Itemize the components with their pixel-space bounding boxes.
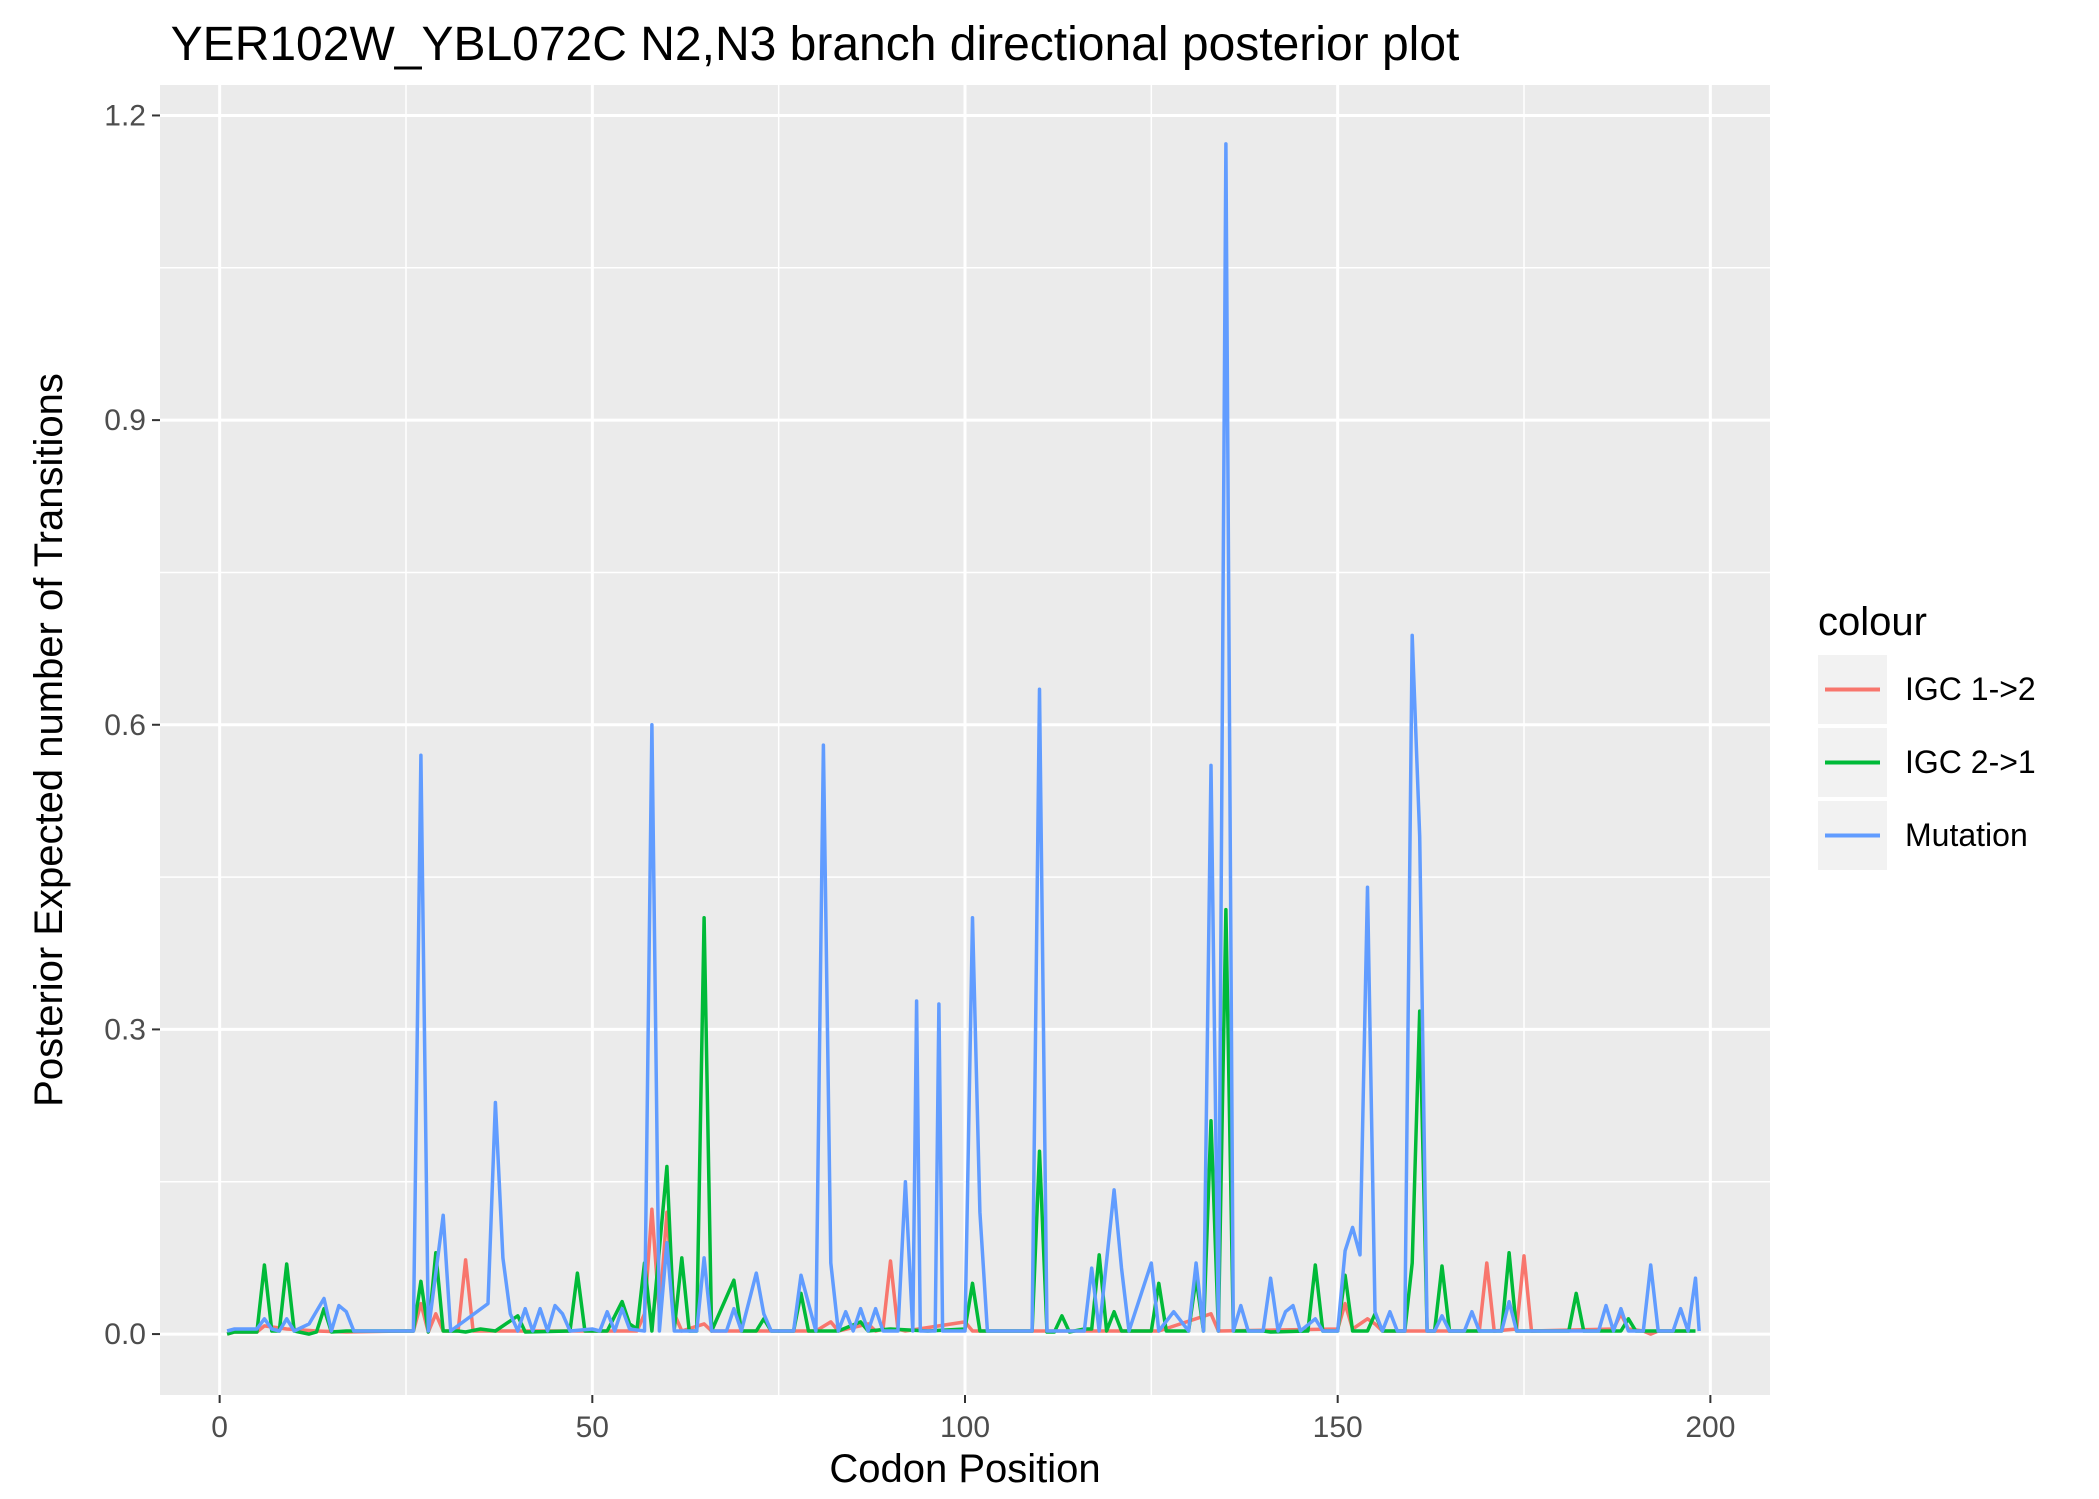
- grid-major: [160, 85, 1770, 1395]
- series-line-igc-2-1: [226, 907, 1696, 1336]
- chart-title: YER102W_YBL072C N2,N3 branch directional…: [171, 18, 1460, 71]
- y-tick-label: 0.3: [104, 1013, 146, 1046]
- x-tick-label: 200: [1685, 1411, 1735, 1444]
- axes: 0 50 100 150 200 0.0 0.3 0.6 0.9 1.2: [104, 99, 1735, 1444]
- series-lines: [226, 142, 1701, 1336]
- y-tick-label: 0.6: [104, 709, 146, 742]
- legend-title: colour: [1818, 600, 1927, 644]
- legend-item: IGC 2->1: [1818, 728, 2036, 797]
- legend-items: IGC 1->2 IGC 2->1 Mutation: [1818, 655, 2036, 870]
- legend-item: Mutation: [1818, 801, 2028, 870]
- y-axis-label: Posterior Expected number of Transitions: [27, 373, 71, 1107]
- legend-label: IGC 1->2: [1905, 671, 2036, 707]
- x-axis-label: Codon Position: [829, 1447, 1100, 1491]
- legend-label: Mutation: [1905, 817, 2028, 853]
- x-axis-ticks: 0 50 100 150 200: [211, 1395, 1735, 1444]
- y-tick-label: 0.0: [104, 1318, 146, 1351]
- y-axis-ticks: 0.0 0.3 0.6 0.9 1.2: [104, 99, 160, 1351]
- y-tick-label: 0.9: [104, 404, 146, 437]
- legend: colour IGC 1->2 IGC 2->1 Mutation: [1818, 600, 2036, 870]
- y-tick-label: 1.2: [104, 99, 146, 132]
- series-line-mutation: [226, 142, 1701, 1333]
- x-tick-label: 100: [940, 1411, 990, 1444]
- plot-panel: [160, 85, 1770, 1395]
- legend-label: IGC 2->1: [1905, 744, 2036, 780]
- x-tick-label: 50: [576, 1411, 609, 1444]
- legend-item: IGC 1->2: [1818, 655, 2036, 724]
- x-tick-label: 150: [1313, 1411, 1363, 1444]
- x-tick-label: 0: [211, 1411, 228, 1444]
